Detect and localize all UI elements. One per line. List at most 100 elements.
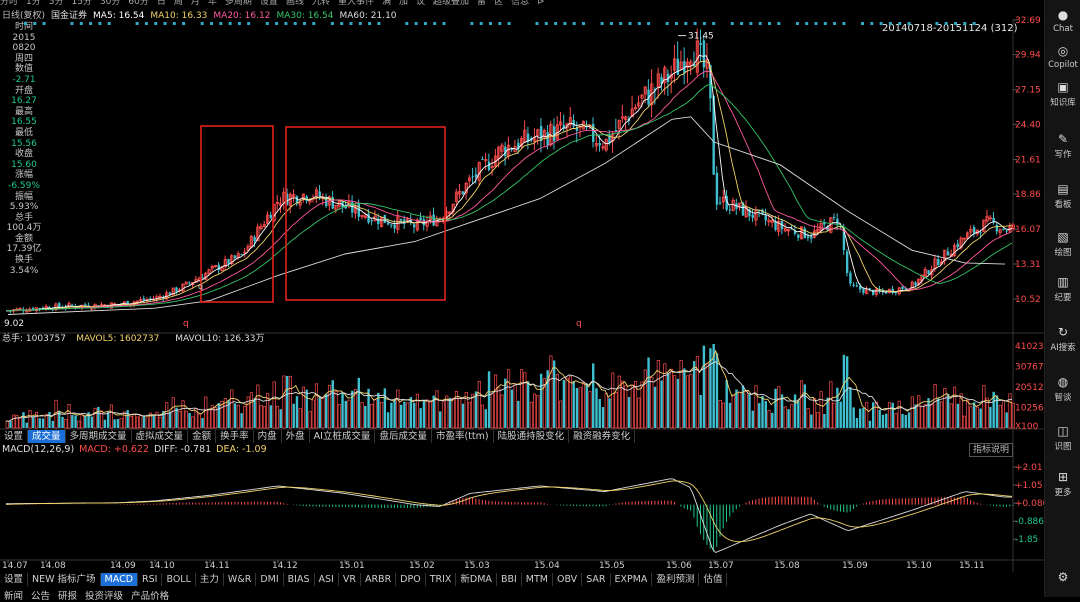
indicator-tab[interactable]: OBV [553,573,583,586]
indicator-tab[interactable]: TRIX [426,573,457,586]
indicator-tab[interactable]: RSI [138,573,163,586]
volume-bar [454,390,459,429]
macd-legend: MACD(12,26,9) MACD: +0.622 DIFF: -0.781 DEA… [2,444,272,455]
sidebar-board[interactable]: ▤ 看板 [1045,182,1080,210]
indicator-explain-button[interactable]: 指标说明 [969,443,1013,457]
sidebar-ai-search[interactable]: ↻ AI搜索 [1045,325,1080,353]
top-menu-item[interactable]: 九转 [311,0,330,7]
info-panel-line: 最低 [14,127,33,138]
top-menu-item[interactable]: 60分 [128,0,149,7]
top-menu-item[interactable]: 1分 [26,0,41,7]
top-menu-item[interactable]: 5分 [48,0,64,7]
ma30-line [6,84,1013,312]
top-menu-item[interactable]: 满 [381,0,391,7]
volume-bar [500,394,504,429]
top-menu-item[interactable]: 月 [190,0,200,7]
event-marker [944,22,948,25]
sidebar-settings[interactable]: ⚙ [1045,570,1080,586]
ma-legend-item: MA20: 16.12 [213,11,271,21]
volume-bar [526,381,530,428]
top-menu-item[interactable]: 多周期 [224,0,252,7]
sidebar-write[interactable]: ✎ 写作 [1045,132,1080,160]
indicator-tab[interactable]: BBI [497,573,522,586]
candle-body [826,226,829,231]
volume-bar [695,356,699,429]
sidebar-notes[interactable]: ▥ 纪要 [1045,275,1080,303]
volume-bar [48,411,51,428]
volume-tab[interactable]: 融资融券变化 [569,430,636,443]
volume-tab[interactable]: 市盈率(ttm) [432,430,494,443]
event-marker [154,22,158,25]
top-menu-item[interactable]: 议 [416,0,426,7]
sidebar-talk[interactable]: ◍ 智谈 [1045,375,1080,403]
volume-tab[interactable]: 换手率 [216,430,254,443]
sidebar-copilot[interactable]: ◎ Copilot [1045,44,1080,70]
ma-legend-item: 国金证券 [51,11,88,21]
indicator-tab[interactable]: NEW 指标广场 [28,573,101,586]
volume-bar [337,403,341,429]
stock-chart[interactable]: 32.69 29.94 27.15 24.40 21.61 18.86 16.07 13.31… [0,0,1044,597]
sidebar-chat[interactable]: ● Chat [1045,8,1080,34]
indicator-tabs: 设置 NEW 指标广场 MACD RSI BOLL 主力 W&R DMI BIAS ASI VR AR… [0,573,1044,586]
top-menu-item[interactable]: 雷 [477,0,487,7]
ma-legend-item: MA10: 16.33 [150,11,208,21]
candle-body [568,117,573,126]
event-marker [265,22,269,25]
q-marker: q [576,319,582,329]
top-menu-item[interactable]: 区 [494,0,504,7]
indicator-tab[interactable]: ARBR [361,573,397,586]
volume-tab[interactable]: 外盘 [282,430,310,443]
info-panel-line: 换手 [14,255,33,266]
top-menu-item[interactable]: 超级叠加 [433,0,470,7]
candle-body [744,206,748,218]
volume-bar [321,398,325,429]
volume-tab[interactable]: 设置 [0,430,29,443]
top-menu-item[interactable]: 年 [207,0,217,7]
indicator-tab[interactable]: VR [339,573,361,586]
top-menu-item[interactable]: 设置 [259,0,278,7]
indicator-tab[interactable]: BIAS [284,573,315,586]
sidebar-more[interactable]: ⊞ 更多 [1045,470,1080,498]
indicator-tab[interactable]: 主力 [196,573,224,586]
volume-tab[interactable]: 陆股通持股变化 [494,430,570,443]
indicator-tab[interactable]: 估值 [699,573,728,586]
sidebar-draw[interactable]: ▧ 绘图 [1045,230,1080,258]
candle-body [126,300,129,306]
candle-body [881,290,885,292]
top-menu-item[interactable]: 日 [156,0,166,7]
top-menu-item[interactable]: 15分 [71,0,92,7]
indicator-tab[interactable]: DMI [256,573,284,586]
sidebar-recognize[interactable]: ◫ 识图 [1045,424,1080,452]
indicator-tab[interactable]: W&R [224,573,257,586]
volume-bar [1011,402,1015,429]
indicator-tab[interactable]: SAR [582,573,611,586]
indicator-tab[interactable]: EXPMA [611,573,653,586]
indicator-tab[interactable]: ASI [315,573,339,586]
volume-bar [451,397,455,429]
top-menu-item[interactable]: 画线 [285,0,304,7]
top-menu-item[interactable]: 信息 [511,0,530,7]
indicator-tab[interactable]: 新DMA [456,573,497,586]
indicator-tab[interactable]: BOLL [162,573,196,586]
volume-tab[interactable]: AI立桩成交量 [310,430,376,443]
volume-tab[interactable]: 多周期成交量 [66,430,132,443]
indicator-tab[interactable]: 设置 [0,573,29,586]
volume-tab[interactable]: 内盘 [254,430,282,443]
top-menu-item[interactable]: 重大事件 [337,0,374,7]
indicator-tab[interactable]: 盈利预测 [652,573,700,586]
indicator-tab[interactable]: MACD [100,573,139,586]
top-menu-item[interactable]: 加 [399,0,409,7]
candle-body [386,222,390,225]
top-menu-item[interactable]: ⊳ [537,0,545,7]
indicator-tab[interactable]: MTM [522,573,553,586]
indicator-tab[interactable]: DPO [396,573,426,586]
top-menu-item[interactable]: 30分 [99,0,121,7]
volume-tab[interactable]: 盘后成交量 [375,430,432,443]
sidebar-knowledge[interactable]: ▣ 知识库 [1045,80,1080,108]
volume-tab[interactable]: 成交量 [28,430,66,443]
top-menu-item[interactable]: 周 [173,0,183,7]
volume-tab[interactable]: 虚拟成交量 [132,430,189,443]
event-marker [898,22,902,25]
top-menu-item[interactable]: 分时 [0,0,19,7]
volume-tab[interactable]: 金额 [188,430,217,443]
